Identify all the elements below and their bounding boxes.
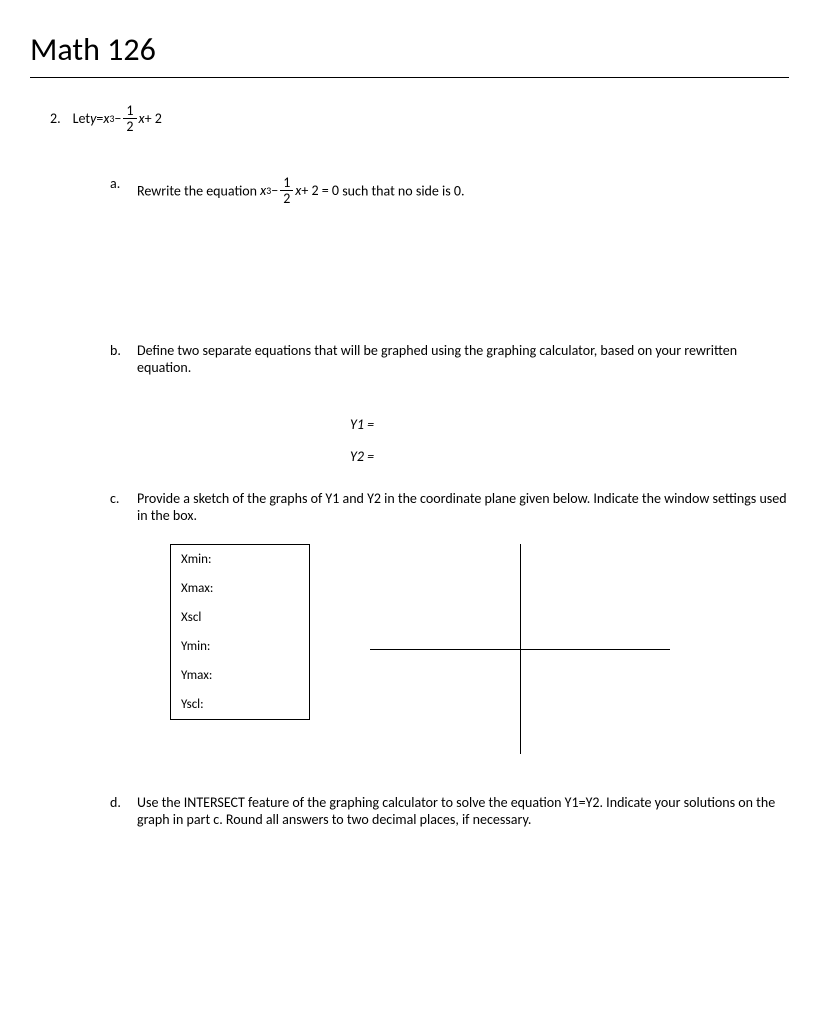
part-d: d. Use the INTERSECT feature of the grap… bbox=[110, 794, 789, 828]
setting-xmin: Xmin: bbox=[171, 545, 309, 574]
part-c-text: Provide a sketch of the graphs of Y1 and… bbox=[137, 490, 787, 524]
a-frac-den: 2 bbox=[280, 191, 293, 206]
setting-yscl: Yscl: bbox=[171, 690, 309, 719]
setting-xmax: Xmax: bbox=[171, 574, 309, 603]
y2-text: Y2 = bbox=[350, 448, 374, 465]
y1-label: Y1 = bbox=[350, 416, 789, 433]
a-eq-minus: − bbox=[271, 182, 278, 199]
a-eq-fraction: 1 2 bbox=[280, 175, 293, 207]
part-c: c. Provide a sketch of the graphs of Y1 … bbox=[110, 490, 789, 524]
title-divider bbox=[30, 77, 789, 78]
page-title: Math 126 bbox=[30, 30, 789, 69]
y2-label: Y2 = bbox=[350, 448, 789, 465]
a-eq-end: + 2 = 0 bbox=[301, 182, 339, 199]
window-settings-box: Xmin: Xmax: Xscl Ymin: Ymax: Yscl: bbox=[170, 544, 310, 720]
part-c-graphics: Xmin: Xmax: Xscl Ymin: Ymax: Yscl: bbox=[170, 544, 789, 754]
part-d-label: d. bbox=[110, 794, 125, 811]
problem-number: 2. bbox=[50, 110, 61, 127]
y-equations: Y1 = Y2 = bbox=[350, 416, 789, 465]
eq-fraction: 1 2 bbox=[123, 103, 136, 135]
part-b-label: b. bbox=[110, 342, 125, 359]
part-b-text: Define two separate equations that will … bbox=[137, 342, 737, 376]
part-a: a. Rewrite the equation x 3 − 1 2 x + 2 … bbox=[110, 175, 789, 207]
frac-den: 2 bbox=[123, 119, 136, 134]
problem-2: 2. Let y = x 3 − 1 2 x + 2 a. Rewrite th… bbox=[50, 103, 789, 828]
x-axis bbox=[370, 649, 670, 650]
main-equation: y = x 3 − 1 2 x + 2 bbox=[90, 103, 162, 135]
part-b: b. Define two separate equations that wi… bbox=[110, 342, 789, 376]
setting-ymax: Ymax: bbox=[171, 661, 309, 690]
spacer-after-a bbox=[50, 222, 789, 342]
setting-xscl: Xscl bbox=[171, 603, 309, 632]
frac-num: 1 bbox=[123, 103, 136, 119]
a-frac-num: 1 bbox=[280, 175, 293, 191]
part-a-text-after: such that no side is 0. bbox=[342, 182, 464, 199]
part-a-equation: x 3 − 1 2 x + 2 = 0 bbox=[260, 175, 339, 207]
setting-ymin: Ymin: bbox=[171, 632, 309, 661]
eq-plus2: + 2 bbox=[145, 110, 162, 127]
part-d-text: Use the INTERSECT feature of the graphin… bbox=[137, 794, 775, 828]
problem-intro: 2. Let y = x 3 − 1 2 x + 2 bbox=[50, 103, 789, 135]
spacer-after-b-text bbox=[50, 391, 789, 416]
part-a-text-before: Rewrite the equation bbox=[137, 182, 260, 199]
part-c-label: c. bbox=[110, 490, 125, 507]
y1-text: Y1 = bbox=[350, 416, 374, 433]
part-a-label: a. bbox=[110, 175, 125, 192]
intro-prefix: Let bbox=[73, 110, 90, 127]
coordinate-plane bbox=[370, 544, 670, 754]
eq-minus: − bbox=[114, 110, 121, 127]
